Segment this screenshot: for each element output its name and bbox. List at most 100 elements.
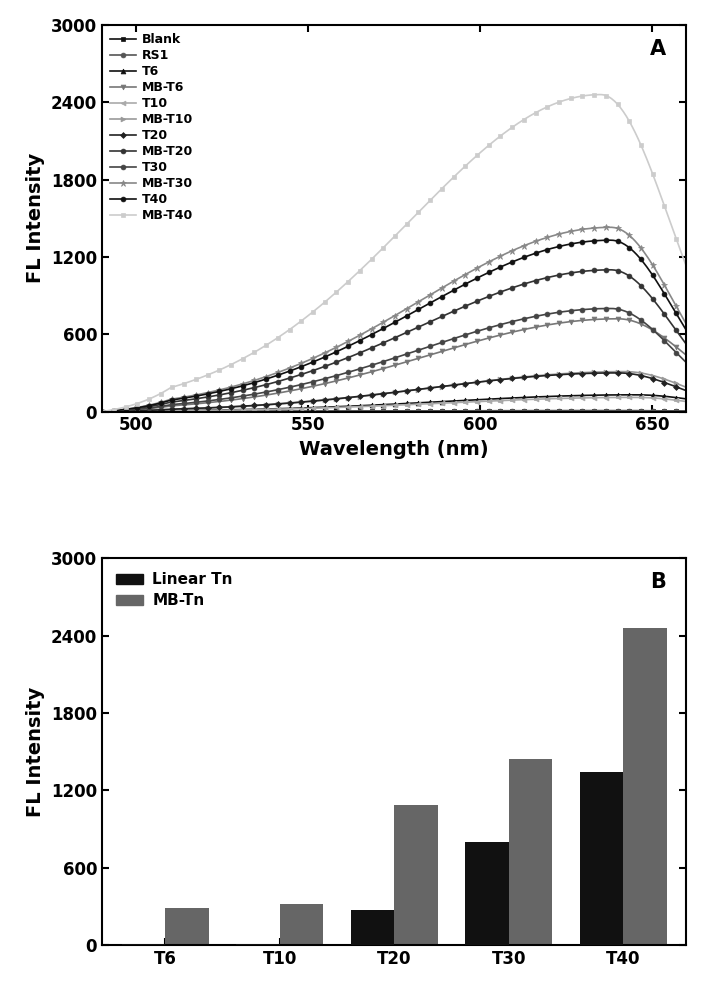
Blank: [465, 405, 474, 417]
MB-T10: [520, 371, 528, 383]
T6: [522, 391, 531, 403]
MB-T20: [465, 298, 474, 310]
MB-T40: [682, 260, 691, 272]
MB-T6: [613, 313, 622, 325]
Text: A: A: [650, 39, 666, 59]
MB-T30: [522, 239, 531, 251]
MB-T40: [98, 406, 106, 418]
MB-T6: [465, 337, 474, 349]
X-axis label: Wavelength (nm): Wavelength (nm): [299, 440, 489, 459]
MB-T6: [98, 406, 106, 418]
MB-T6: [522, 323, 531, 335]
T6: [465, 394, 474, 406]
RS1: [682, 405, 691, 417]
MB-T40: [168, 381, 177, 393]
RS1: [98, 406, 106, 418]
Bar: [351, 910, 394, 945]
T10: [329, 402, 338, 414]
MB-T30: [288, 361, 296, 373]
T30: [522, 312, 531, 324]
MB-T20: [168, 396, 177, 408]
MB-T20: [288, 371, 296, 383]
T20: [682, 385, 691, 397]
MB-T20: [329, 357, 338, 369]
T20: [98, 406, 106, 418]
MB-T40: [596, 89, 604, 101]
RS1: [520, 405, 528, 417]
Bar: [279, 904, 323, 945]
T10: [98, 406, 106, 418]
Blank: [168, 405, 177, 417]
T10: [631, 391, 639, 403]
T6: [329, 401, 338, 413]
T20: [613, 367, 622, 379]
T40: [98, 406, 106, 418]
Blank: [329, 405, 338, 417]
MB-T30: [168, 393, 177, 405]
Blank: [98, 406, 106, 418]
T20: [329, 393, 338, 405]
Line: MB-T6: MB-T6: [100, 316, 689, 414]
Line: T30: T30: [100, 306, 689, 414]
RS1: [329, 405, 338, 417]
MB-T10: [465, 377, 474, 389]
MB-T10: [98, 406, 106, 418]
Bar: [580, 772, 623, 945]
T20: [168, 403, 177, 415]
T30: [606, 302, 615, 314]
T6: [520, 391, 528, 403]
MB-T30: [98, 406, 106, 418]
MB-T30: [329, 343, 338, 355]
MB-T10: [620, 366, 628, 378]
MB-T20: [520, 278, 528, 290]
Bar: [165, 908, 208, 945]
Blank: [522, 405, 531, 417]
T30: [329, 370, 338, 382]
MB-T10: [168, 403, 177, 415]
T30: [465, 328, 474, 340]
MB-T10: [682, 381, 691, 393]
MB-T40: [288, 321, 296, 333]
T20: [288, 397, 296, 409]
MB-T10: [522, 371, 531, 383]
MB-T20: [682, 338, 691, 350]
T10: [168, 405, 177, 417]
Line: MB-T10: MB-T10: [100, 369, 689, 414]
T40: [329, 347, 338, 359]
T40: [682, 324, 691, 336]
MB-T30: [520, 240, 528, 252]
T30: [168, 399, 177, 411]
Legend: Linear Tn, MB-Tn: Linear Tn, MB-Tn: [110, 566, 239, 614]
MB-T40: [465, 156, 474, 168]
Blank: [288, 405, 296, 417]
RS1: [288, 405, 296, 417]
Line: T20: T20: [100, 371, 689, 414]
Bar: [465, 842, 509, 945]
MB-T10: [288, 397, 296, 409]
MB-T6: [520, 324, 528, 336]
Line: MB-T20: MB-T20: [100, 267, 689, 414]
Bar: [509, 759, 553, 945]
T10: [520, 394, 528, 406]
T40: [520, 251, 528, 263]
T20: [522, 371, 531, 383]
Bar: [623, 628, 667, 945]
MB-T30: [682, 318, 691, 330]
T6: [168, 405, 177, 417]
MB-T40: [520, 114, 528, 126]
T6: [682, 393, 691, 405]
Line: T6: T6: [100, 392, 689, 414]
Line: Blank: Blank: [100, 408, 689, 414]
T40: [465, 276, 474, 288]
MB-T20: [98, 406, 106, 418]
RS1: [168, 405, 177, 417]
T30: [682, 357, 691, 369]
Blank: [682, 405, 691, 417]
Y-axis label: FL Intensity: FL Intensity: [27, 687, 46, 817]
T40: [168, 394, 177, 406]
Line: MB-T40: MB-T40: [100, 92, 689, 414]
T40: [288, 364, 296, 376]
MB-T10: [329, 393, 338, 405]
Bar: [236, 944, 279, 945]
RS1: [465, 405, 474, 417]
